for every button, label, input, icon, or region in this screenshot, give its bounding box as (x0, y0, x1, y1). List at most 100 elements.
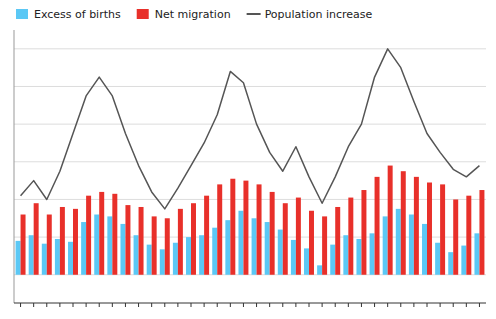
legend-swatch (137, 9, 149, 19)
grid-line (14, 86, 486, 87)
chart: Excess of births Net migration Population … (0, 0, 496, 319)
x-tick (204, 303, 205, 307)
bar (99, 192, 104, 275)
bar (265, 222, 270, 275)
bar (173, 243, 178, 275)
bar (461, 246, 466, 275)
bar (330, 245, 335, 275)
bar (125, 205, 130, 275)
bar (317, 265, 322, 274)
x-tick (309, 303, 310, 307)
bar (361, 190, 366, 275)
bar (112, 194, 117, 275)
x-tick (348, 303, 349, 307)
x-tick (453, 303, 454, 307)
grid-line (14, 124, 486, 125)
bar (414, 177, 419, 275)
bar (474, 233, 479, 274)
legend-line (247, 13, 261, 15)
bar (199, 235, 204, 275)
bar (370, 233, 375, 274)
x-tick (361, 303, 362, 307)
legend-label: Net migration (155, 8, 231, 21)
x-tick (217, 303, 218, 307)
bar (238, 211, 243, 275)
bar (165, 218, 170, 274)
x-tick (164, 303, 165, 307)
x-tick (413, 303, 414, 307)
bar (422, 224, 427, 275)
bar (34, 203, 39, 275)
x-tick (387, 303, 388, 307)
x-tick (59, 303, 60, 307)
legend-swatch (16, 9, 28, 19)
x-ticks (21, 303, 480, 307)
bar (134, 235, 139, 275)
bar (55, 239, 60, 275)
bar (466, 196, 471, 275)
bar (81, 222, 86, 275)
x-tick (440, 303, 441, 307)
bar (120, 224, 125, 275)
bar (29, 235, 34, 275)
bar (60, 207, 65, 275)
bar (204, 196, 209, 275)
bar (257, 184, 262, 274)
bar (217, 184, 222, 274)
bar (16, 241, 21, 275)
bar (383, 216, 388, 274)
bar (147, 245, 152, 275)
plot-area (16, 49, 485, 275)
bar-series (21, 166, 485, 275)
bar (322, 216, 327, 274)
bar (152, 216, 157, 274)
x-tick (20, 303, 21, 307)
bar (479, 190, 484, 275)
x-tick (177, 303, 178, 307)
x-tick (322, 303, 323, 307)
x-tick (191, 303, 192, 307)
bar (73, 209, 78, 275)
x-tick (86, 303, 87, 307)
bar (191, 203, 196, 275)
legend: Excess of births Net migration Population … (16, 8, 373, 21)
bar (309, 211, 314, 275)
bar (283, 203, 288, 275)
bar (448, 252, 453, 275)
bar (348, 198, 353, 275)
bar (401, 171, 406, 275)
bar (86, 196, 91, 275)
x-tick (479, 303, 480, 307)
grid-line (14, 48, 486, 49)
legend-label: Excess of births (34, 8, 121, 21)
bar (278, 230, 283, 275)
bar (396, 209, 401, 275)
bar (139, 207, 144, 275)
bar (343, 235, 348, 275)
bar (252, 218, 257, 274)
bar (230, 179, 235, 275)
bar (409, 215, 414, 275)
x-tick (112, 303, 113, 307)
x-tick (295, 303, 296, 307)
grid-line (14, 161, 486, 162)
bar (296, 198, 301, 275)
x-tick (427, 303, 428, 307)
x-tick (125, 303, 126, 307)
x-tick (282, 303, 283, 307)
x-tick (151, 303, 152, 307)
bar (42, 244, 47, 275)
bar (356, 239, 361, 275)
bar (94, 215, 99, 275)
x-axis-line (14, 303, 486, 304)
bar (388, 166, 393, 275)
bar (21, 215, 26, 275)
grid (14, 49, 486, 275)
bar (186, 237, 191, 275)
bar (427, 183, 432, 275)
x-tick (269, 303, 270, 307)
x-tick (256, 303, 257, 307)
bar (304, 248, 309, 274)
legend-label: Population increase (265, 8, 373, 21)
x-tick (33, 303, 34, 307)
